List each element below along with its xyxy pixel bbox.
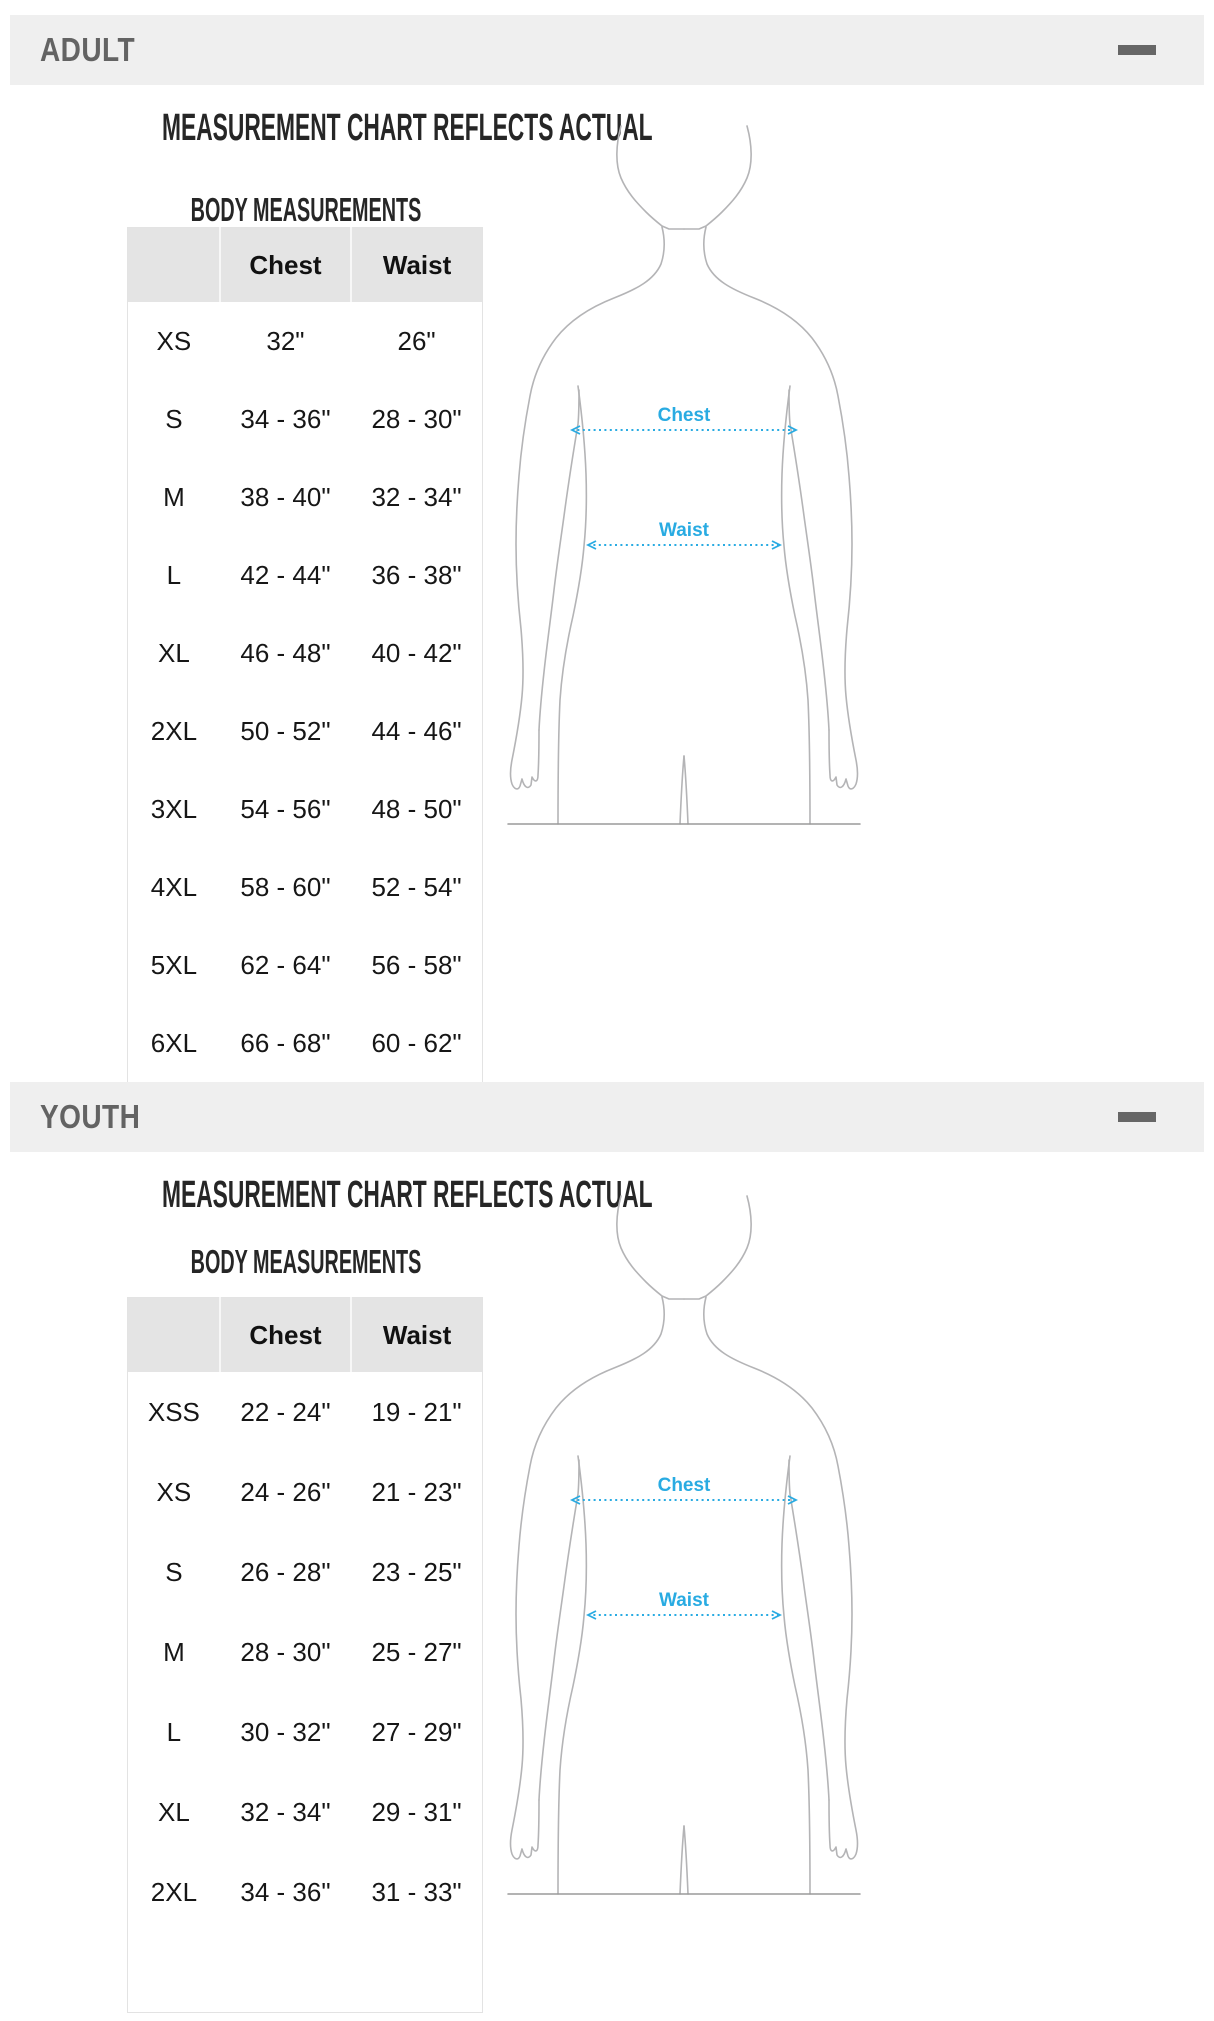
waist-cell: 21 - 23" [371, 1476, 462, 1507]
table-row: 2XL 34 - 36" 31 - 33" [128, 1852, 483, 1932]
waist-cell: 27 - 29" [371, 1716, 462, 1747]
waist-cell: 56 - 58" [371, 949, 462, 980]
size-cell: L [166, 559, 182, 590]
chest-cell: 42 - 44" [240, 559, 331, 590]
chest-cell: 38 - 40" [240, 481, 331, 512]
size-cell: XSS [147, 1396, 200, 1427]
table-header-row: Chest Waist [127, 1297, 483, 1372]
waist-cell: 25 - 27" [371, 1636, 462, 1667]
measurement-heading: MEASUREMENT CHART REFLECTS ACTUAL [162, 107, 653, 149]
table-row: M 38 - 40" 32 - 34" [128, 458, 483, 536]
chest-cell: 32" [266, 325, 305, 356]
body-figure: Chest Waist [494, 124, 874, 826]
waist-cell: 23 - 25" [371, 1556, 462, 1587]
waist-cell: 19 - 21" [371, 1396, 462, 1427]
size-cell: S [165, 403, 183, 434]
waist-cell: 29 - 31" [371, 1796, 462, 1827]
chest-label: Chest [658, 405, 711, 426]
table-row: XS 24 - 26" 21 - 23" [128, 1452, 483, 1532]
chest-cell: 26 - 28" [240, 1556, 331, 1587]
section-header-adult[interactable]: ADULT [10, 15, 1204, 85]
chest-cell: 50 - 52" [240, 715, 331, 746]
waist-cell: 26" [397, 325, 436, 356]
column-header-waist: Waist [350, 1297, 483, 1372]
waist-cell: 36 - 38" [371, 559, 462, 590]
waist-cell: 31 - 33" [371, 1876, 462, 1907]
waist-cell: 40 - 42" [371, 637, 462, 668]
chest-cell: 24 - 26" [240, 1476, 331, 1507]
size-cell: 3XL [150, 793, 198, 824]
table-row: 6XL 66 - 68" 60 - 62" [128, 1004, 483, 1083]
size-cell: 6XL [150, 1027, 198, 1058]
size-cell: XS [156, 325, 192, 356]
table-header-row: Chest Waist [127, 227, 483, 302]
table-title: BODY MEASUREMENTS [190, 1243, 422, 1280]
chest-cell: 22 - 24" [240, 1396, 331, 1427]
chest-label: Chest [658, 1475, 711, 1496]
table-row: XS 32" 26" [128, 302, 483, 380]
waist-cell: 32 - 34" [371, 481, 462, 512]
waist-label: Waist [659, 1590, 710, 1611]
waist-cell: 52 - 54" [371, 871, 462, 902]
column-header-size [127, 227, 220, 302]
section-title: YOUTH [40, 1098, 141, 1135]
table-title: BODY MEASUREMENTS [190, 191, 422, 228]
table-row: S 34 - 36" 28 - 30" [128, 380, 483, 458]
size-cell: M [163, 481, 185, 512]
table-row: XSS 22 - 24" 19 - 21" [128, 1372, 483, 1452]
waist-cell: 28 - 30" [371, 403, 462, 434]
size-cell: M [163, 1636, 185, 1667]
table-row: M 28 - 30" 25 - 27" [128, 1612, 483, 1692]
size-cell: 5XL [150, 949, 198, 980]
table-spacer-row [128, 1932, 483, 2013]
table-row: 5XL 62 - 64" 56 - 58" [128, 926, 483, 1004]
measurement-heading: MEASUREMENT CHART REFLECTS ACTUAL [162, 1174, 653, 1216]
column-header-chest: Chest [218, 1297, 352, 1372]
section-header-youth[interactable]: YOUTH [10, 1082, 1204, 1152]
waist-cell: 60 - 62" [371, 1027, 462, 1058]
waist-cell: 48 - 50" [371, 793, 462, 824]
table-row: 3XL 54 - 56" 48 - 50" [128, 770, 483, 848]
size-cell: 2XL [150, 715, 198, 746]
chest-cell: 62 - 64" [240, 949, 331, 980]
chest-cell: 34 - 36" [240, 1876, 331, 1907]
table-row: L 30 - 32" 27 - 29" [128, 1692, 483, 1772]
table-row: 2XL 50 - 52" 44 - 46" [128, 692, 483, 770]
column-header-waist: Waist [350, 227, 483, 302]
size-cell: 2XL [150, 1876, 198, 1907]
column-header-chest: Chest [218, 227, 352, 302]
table-row: 4XL 58 - 60" 52 - 54" [128, 848, 483, 926]
size-cell: XL [157, 637, 190, 668]
body-figure: Chest Waist [494, 1194, 874, 1896]
minus-icon[interactable] [1118, 45, 1156, 55]
table-row: L 42 - 44" 36 - 38" [128, 536, 483, 614]
table-row: XL 46 - 48" 40 - 42" [128, 614, 483, 692]
size-cell: L [166, 1716, 182, 1747]
table-row: S 26 - 28" 23 - 25" [128, 1532, 483, 1612]
size-table-adult: Chest Waist XS 32" 26" S 34 - 36" 28 - 3… [127, 227, 483, 1083]
chest-cell: 32 - 34" [240, 1796, 331, 1827]
size-cell: 4XL [150, 871, 198, 902]
chest-cell: 66 - 68" [240, 1027, 331, 1058]
section-title: ADULT [40, 31, 136, 68]
table-row: XL 32 - 34" 29 - 31" [128, 1772, 483, 1852]
size-table-youth: Chest Waist XSS 22 - 24" 19 - 21" XS 24 … [127, 1297, 483, 2013]
column-header-size [127, 1297, 220, 1372]
size-cell: S [165, 1556, 183, 1587]
chest-cell: 34 - 36" [240, 403, 331, 434]
chest-cell: 58 - 60" [240, 871, 331, 902]
waist-label: Waist [659, 520, 710, 541]
chest-cell: 54 - 56" [240, 793, 331, 824]
minus-icon[interactable] [1118, 1112, 1156, 1122]
chest-cell: 30 - 32" [240, 1716, 331, 1747]
chest-cell: 46 - 48" [240, 637, 331, 668]
size-cell: XL [157, 1796, 190, 1827]
chest-cell: 28 - 30" [240, 1636, 331, 1667]
waist-cell: 44 - 46" [371, 715, 462, 746]
size-cell: XS [156, 1476, 192, 1507]
